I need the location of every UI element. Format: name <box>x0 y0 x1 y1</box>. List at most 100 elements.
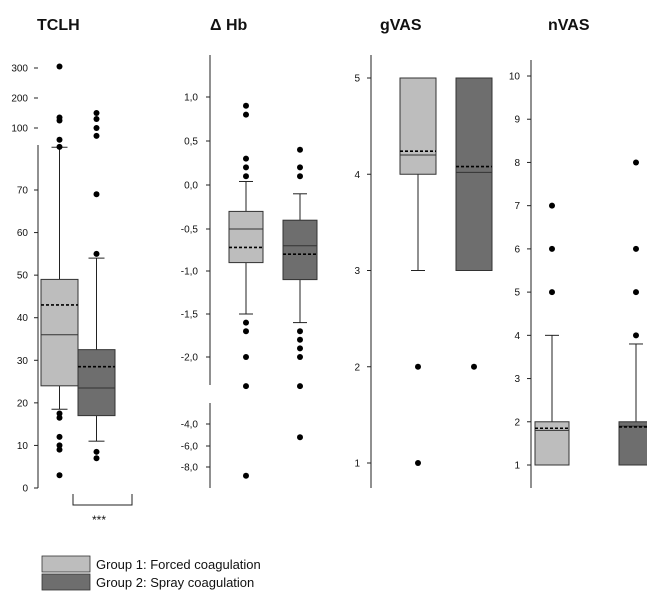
panel4-group1-outlier <box>549 289 555 296</box>
significance-bracket <box>72 494 133 506</box>
panel2-group2-outlier <box>297 164 303 171</box>
panel4-group2-box <box>618 421 647 466</box>
panel4-tick-label: 4 <box>514 331 520 342</box>
panel2-tick-label: -1,0 <box>181 267 199 278</box>
panel1-group1-outlier <box>56 442 63 449</box>
panel2-group1-outlier <box>243 164 249 171</box>
legend-swatch-group2 <box>41 573 91 591</box>
panel1-group2-outlier <box>93 116 100 122</box>
panel4-group2-outlier <box>633 332 639 339</box>
legend-swatch-group1 <box>41 555 91 573</box>
panel4-group2-outlier <box>633 289 639 296</box>
panel1-group2-outlier <box>93 132 100 139</box>
panel4-tick-label: 9 <box>514 115 520 126</box>
panel1-tick-label: 10 <box>17 441 29 452</box>
panel3-tick-label: 2 <box>354 362 360 373</box>
panel4-tick-label: 10 <box>509 72 521 83</box>
panel2-tick-label: -2,0 <box>181 353 199 364</box>
panel1-group1-outlier <box>56 143 63 150</box>
panel2-group1-outlier <box>243 354 249 360</box>
panel4-group2-outlier <box>633 245 639 252</box>
panel1-tick-label: 0 <box>22 484 28 495</box>
panel2-group2-outlier <box>297 354 303 360</box>
panel4-tick-label: 5 <box>514 288 520 299</box>
panel2-group2-outlier <box>297 173 303 180</box>
panel3-group1-outlier <box>415 363 421 370</box>
panel3-tick-label: 1 <box>354 459 360 470</box>
panel2-group2-outlier <box>297 146 303 153</box>
panel2-group2-outlier <box>297 336 303 343</box>
panel2-group2-outlier <box>297 345 303 352</box>
panel2-tick-label: 0,0 <box>184 181 198 192</box>
panel1-group1-outlier <box>56 433 63 440</box>
panel3-tick-label: 4 <box>354 170 360 181</box>
legend-label-group1: Group 1: Forced coagulation <box>96 557 261 572</box>
panel2-tick-label: -6,0 <box>181 442 199 453</box>
panel3-group1-box <box>399 77 437 175</box>
panel3-group1-outlier <box>415 460 421 466</box>
panel1-group2-outlier <box>93 448 100 455</box>
panel1-tick-label: 200 <box>11 94 28 105</box>
panel1-group1-outlier <box>56 114 63 121</box>
panel4-group1-outlier <box>549 202 555 209</box>
panel4-tick-label: 3 <box>514 374 520 385</box>
panel3-group2-box <box>455 77 493 271</box>
panel1-tick-label: 70 <box>17 186 29 197</box>
panel-title-delta-hb: Δ Hb <box>210 17 248 34</box>
panel1-group1-outlier <box>56 446 63 453</box>
panel3-tick-label: 5 <box>354 74 360 85</box>
panel2-group1-outlier <box>243 472 249 479</box>
panel2-tick-label: -4,0 <box>181 420 199 431</box>
panel2-group1-box <box>228 210 264 264</box>
panel4-tick-label: 8 <box>514 158 520 169</box>
legend-label-group2: Group 2: Spray coagulation <box>96 575 254 590</box>
panel1-group2-box <box>77 349 116 417</box>
panel2-group2-outlier <box>297 328 303 335</box>
panel1-tick-label: 100 <box>11 124 28 135</box>
significance-label: *** <box>92 513 106 527</box>
panel-title-tclh: TCLH <box>37 17 80 34</box>
panel2-group1-outlier <box>243 155 249 162</box>
panel1-group1-box <box>40 278 79 387</box>
panel4-tick-label: 2 <box>514 417 520 428</box>
panel2-group1-outlier <box>243 328 249 335</box>
panel2-group1-outlier <box>243 102 249 109</box>
panel1-group1-outlier <box>56 63 63 70</box>
panel2-group1-outlier <box>243 173 249 180</box>
panel1-group1-outlier <box>56 410 63 417</box>
panel1-group2-outlier <box>93 455 100 462</box>
panel1-group2-outlier <box>93 191 100 198</box>
panel1-tick-label: 50 <box>17 271 29 282</box>
panel1-tick-label: 40 <box>17 313 29 324</box>
panel1-group1-outlier <box>56 136 63 143</box>
panel1-tick-label: 60 <box>17 228 29 239</box>
panel1-tick-label: 30 <box>17 356 29 367</box>
panel2-tick-label: -1,5 <box>181 310 199 321</box>
panel1-group2-outlier <box>93 250 100 257</box>
panel1-group1-outlier <box>56 472 63 479</box>
panel4-group1-outlier <box>549 245 555 252</box>
panel-title-gvas: gVAS <box>380 17 422 34</box>
panel4-tick-label: 7 <box>514 201 520 212</box>
panel2-group1-outlier <box>243 111 249 118</box>
panel1-tick-label: 20 <box>17 398 29 409</box>
panel2-group1-outlier <box>243 319 249 326</box>
panel4-group2-outlier <box>633 159 639 166</box>
panel-title-nvas: nVAS <box>548 17 590 34</box>
panel3-tick-label: 3 <box>354 266 360 277</box>
legend: Group 1: Forced coagulation Group 2: Spr… <box>41 555 261 591</box>
panel2-group2-outlier <box>297 434 303 441</box>
panel3-group2-outlier <box>471 363 477 370</box>
panel2-tick-label: 0,5 <box>184 137 198 148</box>
panel1-tick-label: 300 <box>11 64 28 75</box>
panel2-group2-box <box>282 219 318 281</box>
panel1-group1-outlier <box>56 414 63 421</box>
panel4-tick-label: 6 <box>514 244 520 255</box>
panel1-group2-outlier <box>93 110 100 116</box>
panel1-group2-outlier <box>93 125 100 131</box>
panel2-group2-outlier <box>297 383 303 390</box>
panel2-tick-label: 1,0 <box>184 93 198 104</box>
panel4-tick-label: 1 <box>514 461 520 472</box>
panel2-tick-label: -8,0 <box>181 463 199 474</box>
